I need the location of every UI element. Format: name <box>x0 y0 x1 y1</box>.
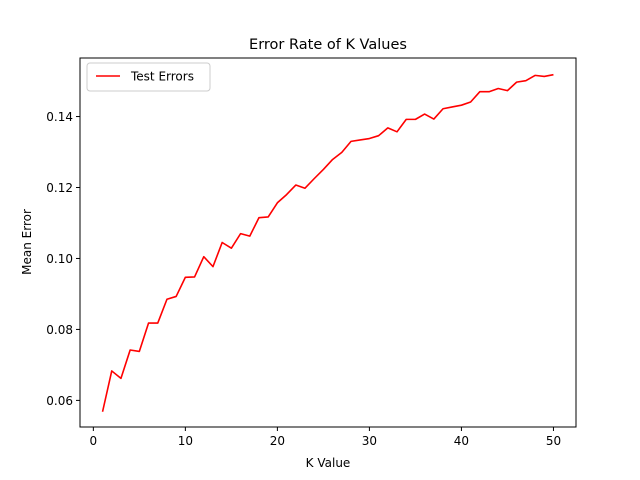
legend-box <box>86 62 211 92</box>
legend-label-test-errors: Test Errors <box>130 70 194 84</box>
x-tick-label: 10 <box>178 434 193 448</box>
legend: Test Errors <box>86 62 211 92</box>
x-tick-label: 0 <box>90 434 98 448</box>
y-tick-label: 0.06 <box>46 394 73 408</box>
x-tick-label: 30 <box>362 434 377 448</box>
y-tick-label: 0.12 <box>46 181 73 195</box>
axes-frame <box>79 57 577 428</box>
y-axis-label: Mean Error <box>20 209 34 275</box>
chart-title: Error Rate of K Values <box>249 37 407 53</box>
x-axis-label: K Value <box>306 456 351 470</box>
series-line-0 <box>101 73 554 412</box>
y-tick-label: 0.10 <box>46 252 73 266</box>
y-tick-label: 0.14 <box>46 110 73 124</box>
x-tick-label: 40 <box>454 434 469 448</box>
y-tick-label: 0.08 <box>46 323 73 337</box>
x-tick-label: 20 <box>270 434 285 448</box>
x-tick-label: 50 <box>546 434 561 448</box>
plot-area: 0 10 20 30 40 50 0.06 0.08 0.10 0.12 0.14 <box>46 57 577 448</box>
